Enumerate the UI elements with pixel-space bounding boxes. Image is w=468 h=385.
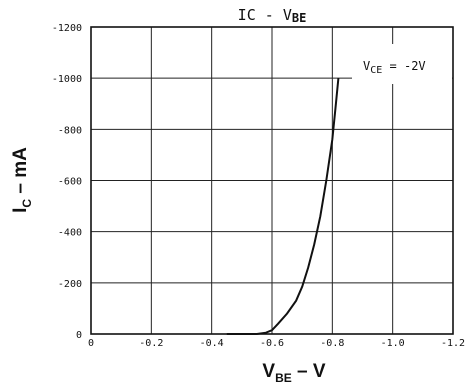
x-tick-label: -1.2 [441, 338, 465, 349]
y-tick-label: -800 [58, 125, 82, 136]
plot-frame [90, 26, 454, 335]
y-tick-label: -200 [58, 279, 82, 290]
x-tick-label: -1.0 [381, 338, 405, 349]
series-annotation: VCE = -2V [352, 44, 452, 84]
x-axis-label: VBE – V [262, 361, 325, 385]
y-tick-label: 0 [76, 330, 82, 341]
y-tick-label: -1000 [52, 74, 82, 85]
chart-title: IC - VBE [238, 6, 307, 25]
x-tick-labels: 0 -0.2 -0.4 -0.6 -0.8 -1.0 -1.2 [88, 338, 465, 349]
x-tick-label: -0.8 [320, 338, 344, 349]
x-tick-label: -0.2 [139, 338, 163, 349]
y-tick-label: -400 [58, 228, 82, 239]
x-tick-label: -0.6 [260, 338, 284, 349]
x-tick-label: 0 [88, 338, 94, 349]
series-layer [226, 78, 340, 335]
vce-label: VCE = -2V [363, 59, 426, 76]
x-tick-label: -0.4 [200, 338, 224, 349]
y-tick-labels: 0 -200 -400 -600 -800 -1000 -1200 [52, 23, 82, 341]
series-line [226, 78, 340, 335]
y-tick-label: -600 [58, 177, 82, 188]
y-axis-label: IC – mA [10, 147, 34, 213]
y-tick-label: -1200 [52, 23, 82, 34]
